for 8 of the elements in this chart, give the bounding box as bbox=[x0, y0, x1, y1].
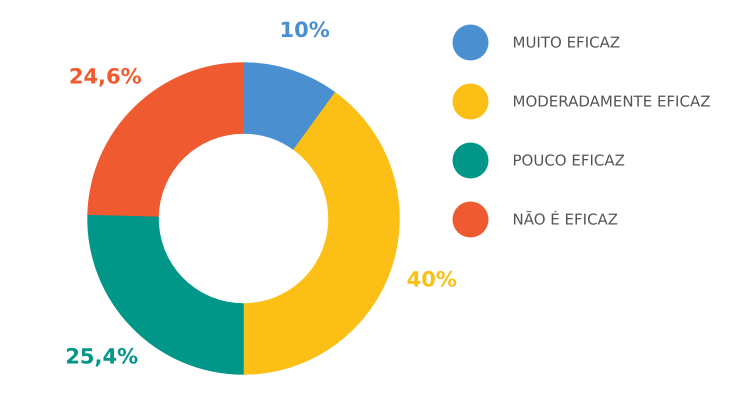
data-label: 40% bbox=[406, 268, 457, 292]
data-label: 25,4% bbox=[65, 344, 138, 369]
data-label: 10% bbox=[280, 18, 330, 42]
legend-label: POUCO EFICAZ bbox=[512, 152, 625, 170]
legend-label: MUITO EFICAZ bbox=[512, 34, 620, 52]
data-label: 24,6% bbox=[68, 64, 142, 89]
legend-label: MODERADAMENTE EFICAZ bbox=[512, 92, 710, 110]
legend-label: NÃO É EFICAZ bbox=[512, 210, 618, 228]
